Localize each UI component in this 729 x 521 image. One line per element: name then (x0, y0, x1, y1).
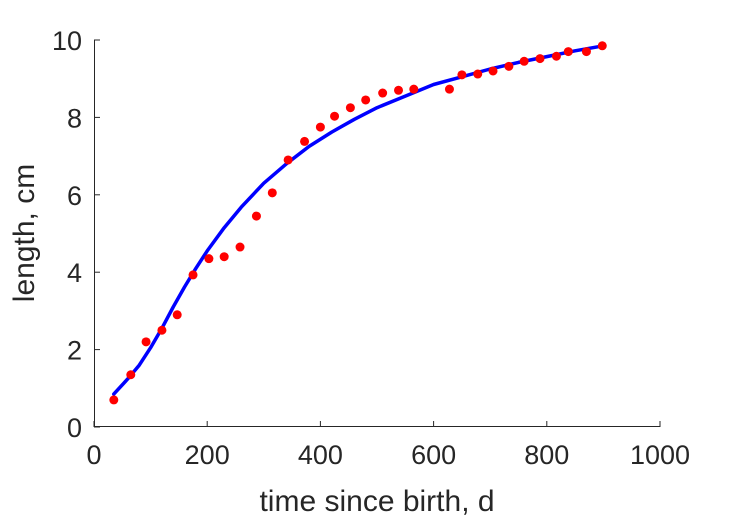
data-point (394, 85, 404, 95)
x-tick-label: 400 (298, 440, 343, 470)
x-axis-ticks: 0 200 400 600 800 1000 (86, 421, 690, 470)
x-tick-label: 200 (185, 440, 230, 470)
fit-curve (112, 44, 606, 396)
y-tick-label: 4 (67, 258, 82, 288)
data-point (535, 54, 545, 64)
data-point (519, 56, 529, 66)
series-layer (109, 41, 607, 405)
data-point (267, 188, 277, 198)
data-point (457, 70, 467, 80)
data-point (361, 95, 371, 105)
y-axis-label: length, cm (8, 164, 41, 302)
data-point (235, 242, 245, 252)
data-point (378, 88, 388, 98)
data-point (283, 155, 293, 165)
data-point (141, 337, 151, 347)
y-tick-label: 6 (67, 181, 82, 211)
data-point (172, 310, 182, 320)
x-tick-label: 1000 (630, 440, 690, 470)
data-point (157, 325, 167, 335)
data-point (551, 51, 561, 61)
y-tick-label: 2 (67, 336, 82, 366)
data-point (300, 136, 310, 146)
data-point (251, 211, 261, 221)
x-tick-label: 0 (86, 440, 101, 470)
data-point (504, 61, 514, 71)
x-tick-label: 800 (524, 440, 569, 470)
data-point (188, 270, 198, 280)
data-point (109, 395, 119, 405)
data-point (409, 84, 419, 94)
x-axis-label: time since birth, d (259, 485, 494, 518)
data-point (204, 254, 214, 264)
data-point (473, 69, 483, 79)
y-tick-label: 8 (67, 103, 82, 133)
plot-area: 0 200 400 600 800 1000 0 2 4 6 8 10 (52, 26, 690, 470)
y-axis-ticks: 0 2 4 6 8 10 (52, 26, 100, 443)
data-point (315, 122, 325, 132)
data-point (444, 84, 454, 94)
x-tick-label: 600 (411, 440, 456, 470)
data-point (126, 370, 136, 380)
data-point (488, 66, 498, 76)
data-point (581, 47, 591, 57)
data-point (219, 252, 229, 262)
data-point (597, 41, 607, 51)
data-point (563, 47, 573, 57)
y-tick-label: 0 (67, 413, 82, 443)
y-tick-label: 10 (52, 26, 82, 56)
data-point (345, 103, 355, 113)
data-point (330, 111, 340, 121)
